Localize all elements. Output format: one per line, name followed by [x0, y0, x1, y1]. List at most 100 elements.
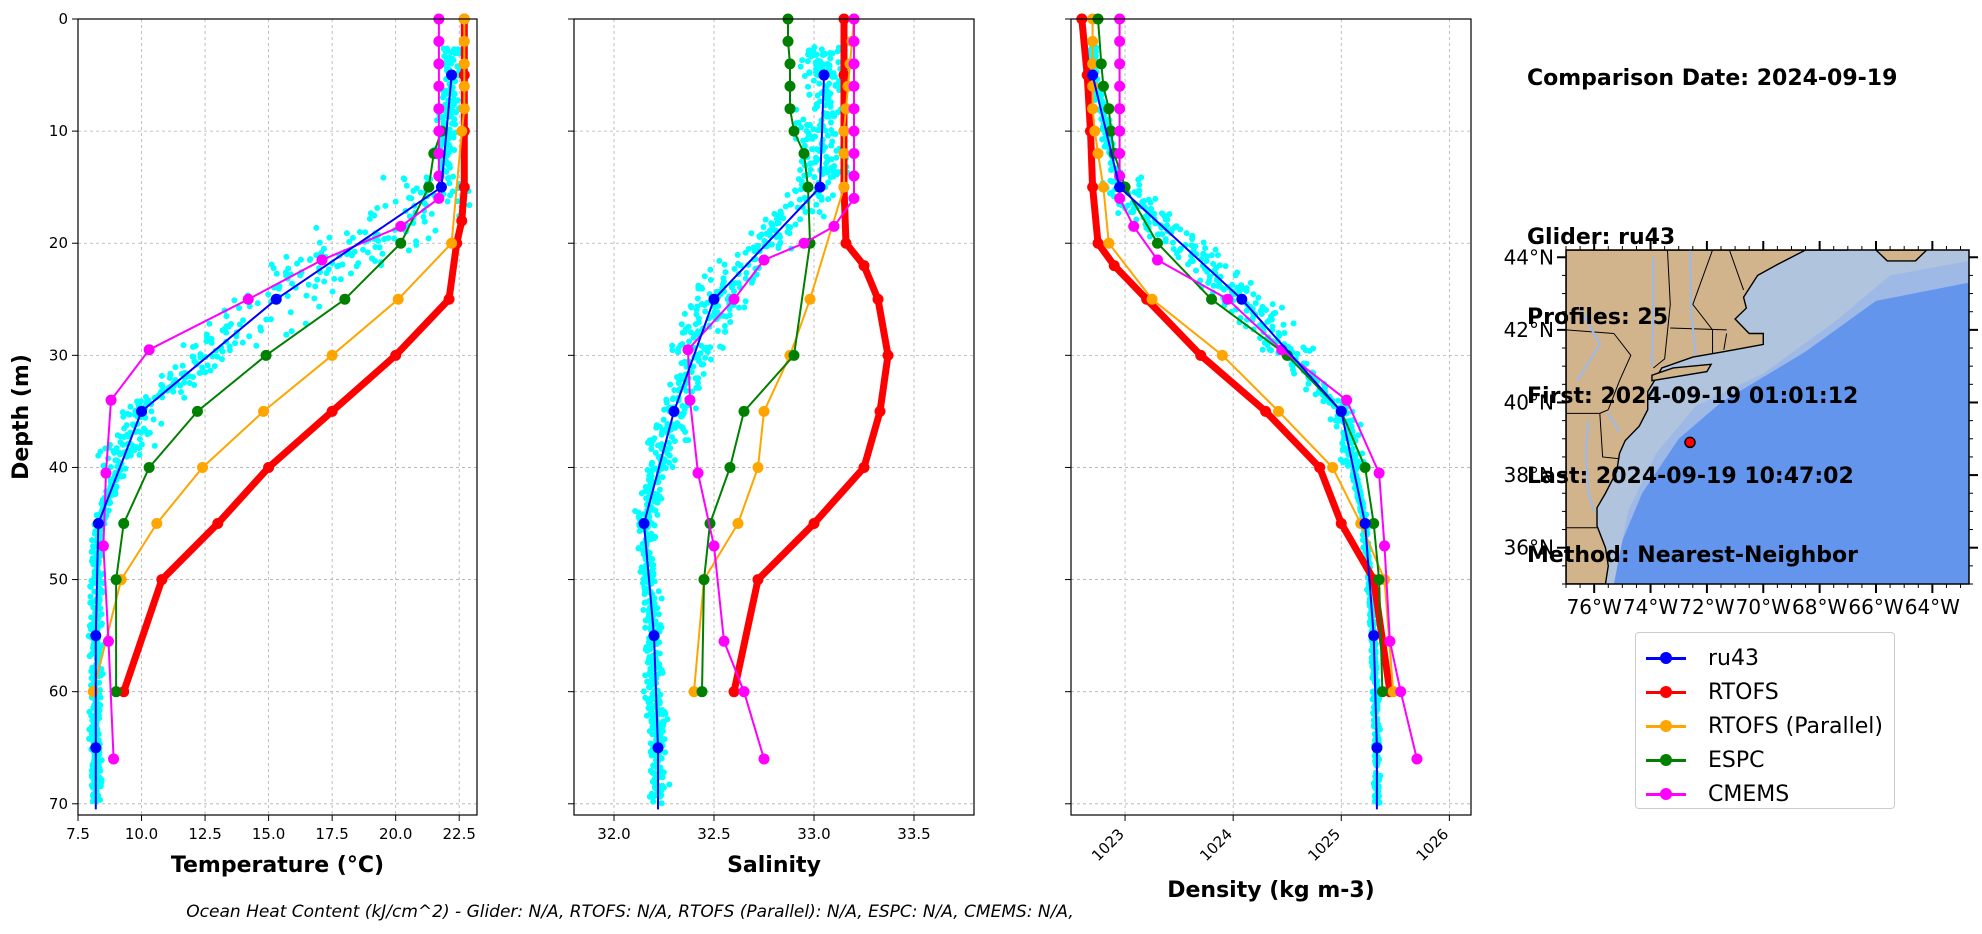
legend-item: RTOFS: [1636, 675, 1894, 709]
glider-scatter-point: [648, 461, 655, 468]
glider-scatter-point: [232, 340, 239, 347]
glider-scatter-point: [385, 234, 392, 241]
glider-scatter-point: [263, 316, 270, 323]
map-lon-label: 72°W: [1679, 595, 1734, 619]
glider-scatter-point: [825, 196, 832, 203]
series-point: [1097, 80, 1109, 92]
glider-scatter-point: [804, 58, 811, 65]
series-point: [105, 394, 117, 406]
comparison-date: Comparison Date: 2024-09-19: [1527, 66, 1898, 91]
glider-scatter-point: [801, 73, 808, 80]
glider-scatter-point: [824, 60, 831, 67]
y-tick-label: 60: [49, 683, 68, 701]
glider-scatter-point: [649, 778, 656, 785]
glider-scatter-point: [797, 166, 804, 173]
glider-scatter-point: [1170, 245, 1177, 252]
glider-scatter-point: [120, 473, 127, 480]
series-point: [1089, 125, 1101, 137]
glider-scatter-point: [1206, 273, 1213, 280]
series-point: [840, 237, 852, 249]
series-point: [682, 344, 694, 356]
series-point: [708, 293, 720, 305]
series-point: [97, 540, 109, 552]
glider-scatter-point: [428, 210, 435, 217]
glider-scatter-point: [439, 94, 446, 101]
glider-scatter-point: [203, 334, 210, 341]
axes-frame: [77, 18, 478, 816]
glider-scatter-point: [835, 59, 842, 66]
glider-scatter-point: [97, 589, 104, 596]
glider-scatter-point: [1189, 257, 1196, 264]
glider-scatter-point: [246, 333, 253, 340]
glider-scatter-point: [742, 275, 749, 282]
glider-scatter-point: [440, 118, 447, 125]
glider-scatter-point: [651, 493, 658, 500]
glider-scatter-point: [1162, 238, 1169, 245]
glider-scatter-point: [87, 651, 94, 658]
glider-scatter-point: [800, 137, 807, 144]
glider-scatter-point: [688, 369, 695, 376]
glider-scatter-point: [346, 238, 353, 245]
glider-scatter-point: [824, 132, 831, 139]
x-tick-label: 1024: [1196, 825, 1236, 865]
series-point: [456, 125, 468, 137]
series-point: [1236, 293, 1248, 305]
glider-scatter-point: [294, 260, 301, 267]
x-tick-label: 33.0: [797, 825, 830, 843]
glider-scatter-point: [722, 269, 729, 276]
glider-scatter-point: [1130, 208, 1137, 215]
glider-scatter-point: [444, 59, 451, 66]
series-point: [1114, 58, 1126, 70]
state-border: [1566, 329, 1614, 334]
series-point: [848, 58, 860, 70]
glider-scatter-point: [833, 171, 840, 178]
glider-scatter-point: [446, 162, 453, 169]
map-lon-label: 68°W: [1792, 595, 1847, 619]
glider-scatter-point: [775, 244, 782, 251]
glider-scatter-point: [1101, 135, 1108, 142]
series-point: [102, 635, 114, 647]
glider-scatter-point: [148, 408, 155, 415]
glider-scatter-point: [446, 180, 453, 187]
glider-scatter-point: [1332, 417, 1339, 424]
glider-scatter-point: [177, 382, 184, 389]
series-point: [446, 237, 458, 249]
glider-scatter-point: [656, 661, 663, 668]
glider-scatter-point: [356, 228, 363, 235]
series-point: [1384, 635, 1396, 647]
series-point: [446, 69, 458, 81]
series-point: [326, 349, 338, 361]
series-point: [395, 237, 407, 249]
series-point: [1128, 220, 1140, 232]
glider-scatter-point: [150, 416, 157, 423]
x-tick-label: 17.5: [315, 825, 348, 843]
last-profile-time: Last: 2024-09-19 10:47:02: [1527, 463, 1854, 489]
glider-scatter-point: [649, 682, 656, 689]
glider-scatter-point: [276, 283, 283, 290]
glider-scatter-point: [666, 452, 673, 459]
glider-scatter-point: [267, 316, 274, 323]
glider-scatter-point: [688, 304, 695, 311]
glider-scatter-point: [111, 449, 118, 456]
glider-scatter-point: [716, 257, 723, 264]
river: [1576, 307, 1602, 382]
series-point: [435, 181, 447, 193]
glider-scatter-point: [444, 198, 451, 205]
series-point: [1097, 181, 1109, 193]
series-point: [456, 215, 468, 227]
glider-scatter-point: [642, 672, 649, 679]
glider-scatter-point: [674, 420, 681, 427]
glider-scatter-point: [658, 431, 665, 438]
panel-1: 0 10 20 30 40 50 60 70 7.5 10.0 12.5 15.0 17.5 20.0 22…: [9, 10, 478, 878]
state-border: [1607, 333, 1632, 410]
glider-scatter-point: [335, 262, 342, 269]
series-point: [1371, 742, 1383, 754]
series-point: [1222, 293, 1234, 305]
glider-scatter-point: [1259, 303, 1266, 310]
series-point: [1151, 254, 1163, 266]
glider-scatter-point: [1154, 231, 1161, 238]
glider-scatter-point: [810, 126, 817, 133]
series-point: [242, 293, 254, 305]
glider-scatter-point: [785, 223, 792, 230]
series-point: [1373, 467, 1385, 479]
